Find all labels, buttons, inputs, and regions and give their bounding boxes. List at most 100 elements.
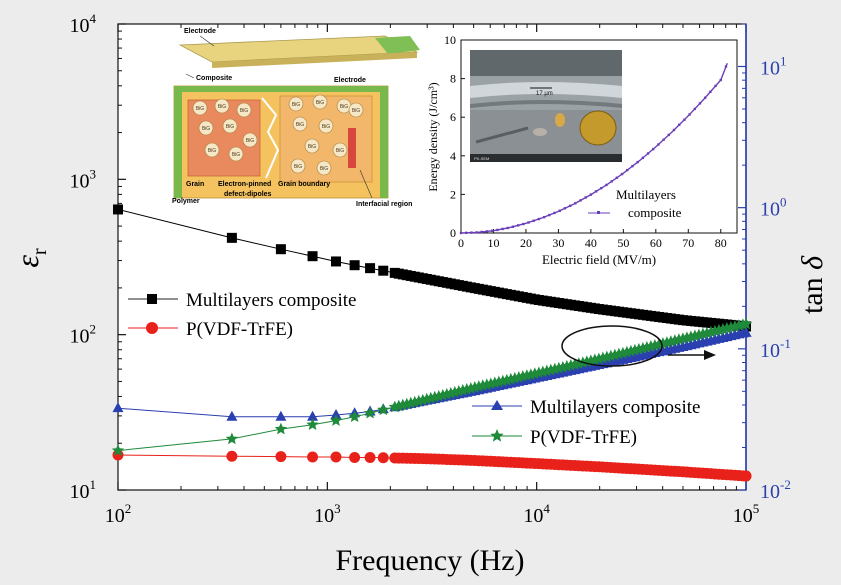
inset-data-point [522, 222, 525, 226]
particle [198, 120, 214, 136]
particle [292, 116, 308, 132]
inset-y-tick-label: 6 [450, 110, 456, 124]
inset-x-tick-label: 0 [458, 236, 464, 250]
inset-data-point [574, 202, 577, 205]
data-point [275, 244, 286, 255]
inset-data-point [563, 207, 567, 210]
inset-data-point [579, 199, 582, 202]
inset-y-label: Energy density (J/cm³) [426, 82, 440, 191]
y-right-tick-label: 10-2 [760, 477, 791, 503]
particle-label: BiG [294, 164, 302, 170]
particle [214, 98, 230, 114]
inset-data-point [719, 78, 722, 82]
right-arrow-head [704, 350, 716, 360]
x-tick-label: 102 [105, 501, 132, 527]
data-point [740, 470, 752, 482]
data-point [307, 410, 319, 421]
interfacial-region [348, 128, 356, 168]
inset-y-tick-label: 8 [450, 72, 456, 86]
inset-y-tick-label: 10 [444, 33, 456, 47]
inset-data-point [631, 164, 634, 168]
label-electrode-right: Electrode [334, 77, 366, 84]
particle [288, 96, 304, 112]
sem-caption: PK-SEM [474, 156, 489, 161]
legend-star-marker [490, 429, 504, 442]
inset-data-point [703, 96, 707, 99]
y-left-axis-label: εr [9, 248, 51, 268]
particle-label: BiG [226, 124, 234, 130]
inset-data-point [527, 221, 530, 224]
inset-x-tick-label: 70 [682, 236, 694, 250]
data-point [111, 444, 125, 456]
data-point [113, 204, 123, 215]
inset-data-point [537, 217, 541, 221]
top-electrode-edge [375, 36, 420, 54]
y-right-label-group: tan δ [796, 255, 829, 314]
data-point [364, 451, 376, 463]
legend-right-label-1: Multilayers composite [530, 397, 700, 418]
particle [312, 94, 328, 110]
inset-data-point [620, 172, 624, 176]
particle [316, 160, 332, 176]
label-composite: Composite [196, 75, 232, 82]
particle-label: BiG [340, 104, 348, 110]
data-point [225, 432, 239, 445]
sem-scale-label: 17 μm [536, 91, 553, 97]
inset-y-tick-label: 0 [450, 226, 456, 240]
particle-label: BiG [246, 138, 254, 144]
legend-right: Multilayers composite P(VDF-TrFE) [472, 397, 700, 448]
data-point [365, 263, 376, 274]
legend-left-label-2: P(VDF-TrFE) [186, 319, 293, 340]
legend-left: Multilayers composite P(VDF-TrFE) [128, 290, 356, 340]
inset-data-point [485, 230, 489, 233]
inset-data-point [480, 230, 483, 234]
inset-x-tick-label: 40 [585, 236, 597, 250]
inset-data-point [459, 231, 463, 235]
label-interfacial: Interfacial region [356, 201, 412, 208]
inset-data-point [501, 227, 504, 231]
label-grain: Grain [186, 181, 204, 188]
inset-data-point [558, 209, 561, 212]
inset-data-point [475, 231, 478, 234]
particle-label: BiG [208, 148, 216, 154]
energy-density-inset: 0 10 20 30 40 50 60 70 80 0 2 4 6 8 10 17 μm PK-SEM Mu… [426, 33, 738, 267]
y-left-tick-label: 103 [70, 166, 97, 192]
particle [204, 142, 220, 158]
inset-data-point [506, 226, 509, 230]
inset-x-tick-label: 80 [715, 236, 727, 250]
data-point [307, 451, 319, 463]
particle-label: BiG [308, 144, 316, 150]
inset-data-point [511, 225, 515, 228]
inset-data-point [683, 118, 686, 121]
inset-data-point [652, 147, 655, 151]
inset-data-point [678, 123, 681, 127]
data-point [330, 256, 341, 267]
data-point [226, 232, 237, 243]
inset-data-point [605, 183, 608, 187]
inset-data-point [641, 156, 645, 160]
data-point [112, 402, 124, 413]
series-star [111, 317, 753, 456]
data-point [377, 403, 390, 416]
inset-legend-line1: Multilayers [616, 187, 676, 202]
inset-data-point [568, 204, 572, 208]
data-point [377, 452, 389, 464]
inset-data-point [615, 176, 619, 179]
particle-label: BiG [296, 122, 304, 128]
inset-data-point [584, 196, 587, 199]
inset-data-point [636, 160, 639, 164]
inset-x-tick-label: 60 [650, 236, 662, 250]
data-point [226, 410, 238, 421]
data-point [349, 260, 360, 271]
inset-legend-line2: composite [628, 205, 682, 220]
y-right-axis-label: tan δ [796, 255, 829, 314]
data-point [275, 451, 287, 463]
inset-y-tick-label: 4 [450, 149, 456, 163]
label-defect: defect-dipoles [224, 191, 272, 198]
data-point [330, 408, 342, 419]
inset-data-point [532, 219, 535, 222]
particle-label: BiG [320, 166, 328, 172]
